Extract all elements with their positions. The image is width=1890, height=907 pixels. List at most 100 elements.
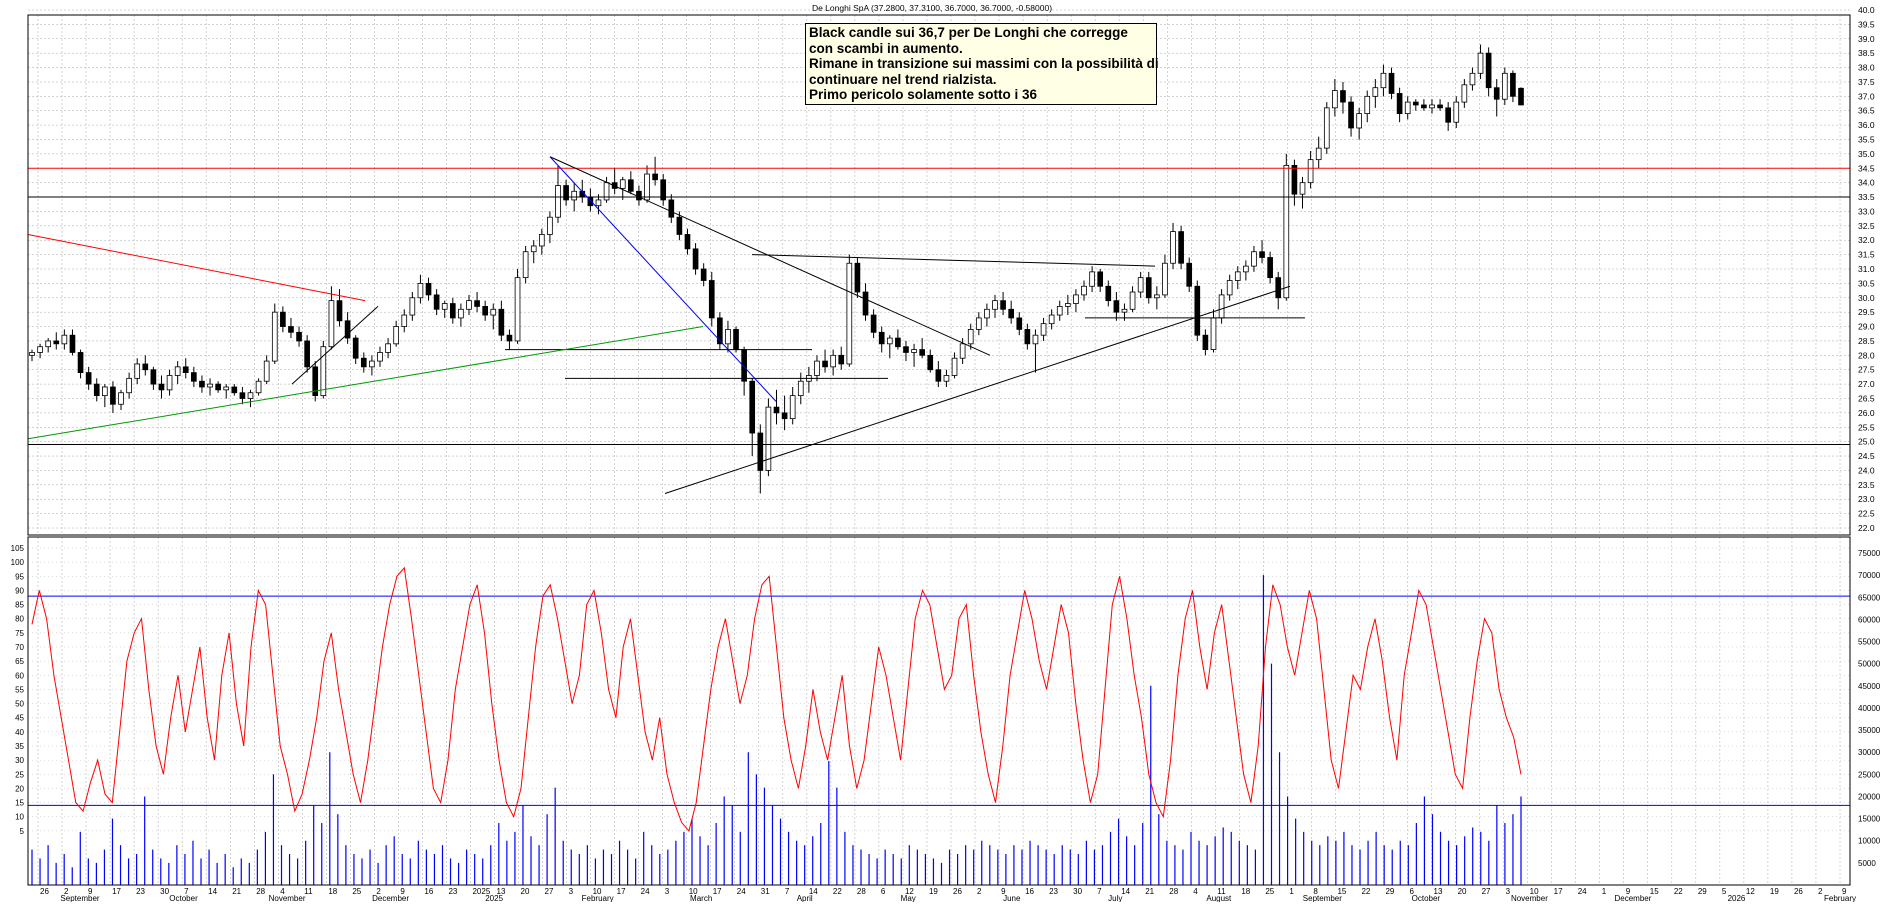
candle-body-up <box>992 300 998 310</box>
y-volume-tick-label: 50000 <box>1858 660 1881 669</box>
y-volume-tick-label: 35000 <box>1858 726 1881 735</box>
candle-body-up <box>1137 277 1144 293</box>
candle-body-down <box>1485 52 1492 89</box>
candlestick <box>118 389 124 411</box>
candle-body-up <box>458 308 464 319</box>
y-price-tick-label: 34.5 <box>1858 163 1875 173</box>
candle-body-down <box>158 383 165 391</box>
x-day-tick-label: 14 <box>208 887 217 896</box>
candle-body-up <box>951 357 958 376</box>
candle-body-up <box>1226 280 1233 296</box>
candlestick <box>676 211 683 241</box>
candle-body-up <box>1129 291 1136 310</box>
candle-body-up <box>789 395 796 420</box>
candle-body-up <box>1356 113 1362 129</box>
candlestick <box>708 271 715 327</box>
x-day-tick-label: 4 <box>1193 887 1198 896</box>
y-price-tick-label: 29.0 <box>1858 322 1875 332</box>
x-day-tick-label: 15 <box>1650 887 1659 896</box>
x-day-tick-label: 23 <box>136 887 145 896</box>
candle-body-down <box>85 372 92 385</box>
y-price-tick-label: 23.5 <box>1858 480 1875 490</box>
candlestick <box>854 257 861 298</box>
annotation-line-4: continuare nel trend rialzista. <box>809 71 997 87</box>
y-volume-tick-label: 20000 <box>1858 792 1881 801</box>
candlestick <box>1267 251 1273 284</box>
candle-body-down <box>304 340 310 368</box>
candlestick <box>207 378 213 396</box>
candle-body-down <box>182 366 189 374</box>
y-volume-tick-label: 5000 <box>1858 859 1876 868</box>
x-day-tick-label: 30 <box>1073 887 1082 896</box>
x-month-label: July <box>1108 894 1122 902</box>
candlestick <box>967 323 974 350</box>
candlestick <box>199 375 205 393</box>
candlestick <box>385 338 391 359</box>
x-month-label: August <box>1206 894 1232 902</box>
y-oscillator-tick-label: 20 <box>15 784 24 793</box>
x-day-tick-label: 17 <box>1554 887 1563 896</box>
candlestick <box>1518 87 1524 106</box>
candlestick <box>1162 254 1168 298</box>
candlestick <box>1259 240 1265 264</box>
candle-body-up <box>207 383 213 388</box>
candle-body-down <box>336 300 343 322</box>
candlestick <box>789 386 796 425</box>
candle-body-down <box>1008 308 1015 319</box>
x-day-tick-label: 27 <box>545 887 554 896</box>
candlestick <box>191 366 197 387</box>
candle-body-down <box>1396 93 1403 115</box>
candle-body-down <box>1202 334 1209 350</box>
candlestick <box>1380 64 1387 97</box>
x-day-tick-label: 28 <box>857 887 866 896</box>
candle-body-down <box>717 317 723 345</box>
candle-body-down <box>1437 104 1443 109</box>
candlestick <box>773 389 780 425</box>
candle-body-up <box>1453 101 1460 123</box>
candle-body-up <box>1162 262 1168 296</box>
candlestick <box>166 369 173 396</box>
y-oscillator-tick-label: 5 <box>20 827 25 836</box>
x-month-label: April <box>797 894 813 902</box>
x-day-tick-label: 9 <box>1001 887 1006 896</box>
candle-body-down <box>1097 271 1104 287</box>
candlestick <box>344 312 351 344</box>
x-day-tick-label: 26 <box>953 887 962 896</box>
support-trendline <box>291 306 379 385</box>
candle-body-up <box>830 354 836 368</box>
candlestick <box>1105 280 1112 307</box>
x-day-tick-label: 14 <box>809 887 818 896</box>
x-day-tick-label: 21 <box>1145 887 1154 896</box>
candle-body-down <box>1024 329 1031 345</box>
y-oscillator-tick-label: 100 <box>11 558 25 567</box>
x-day-tick-label: 6 <box>1410 887 1415 896</box>
candle-body-up <box>393 326 399 345</box>
candlestick <box>927 349 934 373</box>
y-oscillator-tick-label: 50 <box>15 700 24 709</box>
candle-body-down <box>1267 257 1273 279</box>
candle-body-down <box>231 386 238 394</box>
candlestick <box>935 361 942 387</box>
x-day-tick-label: 9 <box>400 887 405 896</box>
candle-body-up <box>466 300 472 310</box>
candlestick <box>449 297 456 324</box>
candle-body-up <box>943 375 950 382</box>
candle-body-down <box>700 268 707 281</box>
y-price-tick-label: 26.0 <box>1858 408 1875 418</box>
candle-body-down <box>692 248 699 270</box>
x-day-tick-label: 28 <box>256 887 265 896</box>
y-price-tick-label: 38.5 <box>1858 48 1875 58</box>
candlestick <box>417 274 424 304</box>
x-day-tick-label: 16 <box>424 887 433 896</box>
candle-body-up <box>547 216 553 235</box>
y-price-tick-label: 36.5 <box>1858 106 1875 116</box>
candlestick <box>538 228 545 255</box>
x-day-tick-label: 23 <box>1049 887 1058 896</box>
candle-body-down <box>312 366 319 397</box>
y-oscillator-tick-label: 95 <box>15 572 24 581</box>
x-month-label: October <box>1412 894 1441 902</box>
candlestick <box>288 317 294 339</box>
y-oscillator-tick-label: 25 <box>15 770 24 779</box>
y-oscillator-tick-label: 70 <box>15 643 24 652</box>
x-day-tick-label: 9 <box>1626 887 1631 896</box>
